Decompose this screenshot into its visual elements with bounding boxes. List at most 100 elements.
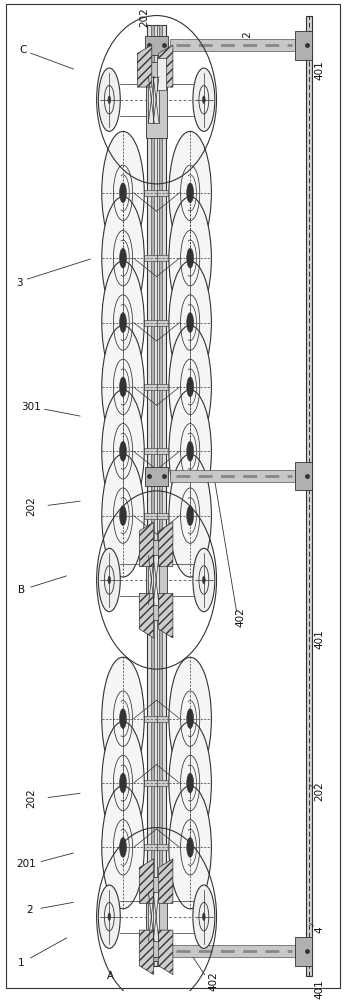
Bar (105, 384, 208, 390)
Bar (157, 58, 166, 90)
Circle shape (102, 261, 144, 384)
Circle shape (193, 885, 215, 948)
Circle shape (187, 773, 194, 793)
Bar (159, 25, 162, 966)
Bar (148, 555, 154, 605)
Polygon shape (139, 859, 154, 903)
Text: 3: 3 (16, 278, 23, 288)
Bar (105, 513, 208, 519)
Circle shape (193, 68, 215, 131)
Bar (105, 320, 208, 326)
Circle shape (98, 885, 120, 948)
Circle shape (120, 506, 127, 526)
Bar (295, 937, 312, 966)
Bar (146, 62, 167, 138)
Circle shape (169, 786, 212, 909)
Text: 202: 202 (26, 496, 36, 516)
Bar (170, 470, 295, 482)
Bar (306, 16, 312, 976)
Text: 202: 202 (314, 781, 324, 801)
Text: 4: 4 (314, 926, 324, 933)
Circle shape (187, 506, 194, 526)
Polygon shape (159, 859, 173, 903)
Text: 401: 401 (314, 979, 324, 999)
Circle shape (120, 183, 127, 203)
Circle shape (169, 722, 212, 844)
Circle shape (187, 313, 194, 332)
Text: 202: 202 (140, 8, 150, 27)
Circle shape (108, 96, 111, 104)
Circle shape (169, 197, 212, 320)
Text: 202: 202 (26, 788, 36, 808)
Circle shape (102, 390, 144, 513)
Circle shape (102, 657, 144, 780)
Bar (151, 25, 154, 966)
Circle shape (102, 786, 144, 909)
Circle shape (169, 261, 212, 384)
Circle shape (102, 722, 144, 844)
Circle shape (102, 131, 144, 254)
Bar (153, 77, 159, 123)
Circle shape (203, 913, 205, 921)
Circle shape (120, 377, 127, 397)
Circle shape (120, 773, 127, 793)
Polygon shape (159, 930, 173, 975)
Text: C: C (19, 45, 26, 55)
Text: B: B (18, 585, 25, 595)
Polygon shape (159, 593, 173, 638)
Bar (145, 36, 168, 55)
Circle shape (120, 248, 127, 268)
Circle shape (169, 131, 212, 254)
Bar (105, 780, 208, 786)
Bar (295, 31, 312, 60)
Bar (295, 462, 312, 490)
Bar (145, 942, 168, 961)
Bar (153, 555, 159, 605)
Polygon shape (159, 522, 173, 567)
Bar (147, 25, 166, 966)
Circle shape (169, 657, 212, 780)
Circle shape (108, 576, 111, 584)
Text: 401: 401 (314, 630, 324, 649)
Text: 402: 402 (208, 971, 218, 991)
Circle shape (102, 197, 144, 320)
Bar (153, 892, 159, 941)
Circle shape (203, 96, 205, 104)
Circle shape (169, 390, 212, 513)
Text: 402: 402 (243, 30, 252, 50)
Circle shape (203, 576, 205, 584)
Polygon shape (139, 930, 154, 975)
Text: 402: 402 (236, 607, 246, 627)
Circle shape (108, 913, 111, 921)
Bar (146, 540, 167, 620)
Circle shape (187, 183, 194, 203)
Polygon shape (137, 45, 152, 87)
Bar (146, 877, 167, 957)
Circle shape (98, 548, 120, 612)
Circle shape (169, 326, 212, 448)
Text: 1: 1 (18, 958, 24, 968)
Bar (105, 190, 208, 196)
Circle shape (120, 709, 127, 729)
Polygon shape (139, 593, 154, 638)
Bar (105, 255, 208, 261)
Bar (148, 892, 154, 941)
Bar (105, 844, 208, 850)
Circle shape (120, 313, 127, 332)
Bar (170, 945, 295, 957)
Text: 201: 201 (17, 859, 36, 869)
Bar (105, 448, 208, 454)
Circle shape (102, 326, 144, 448)
Bar (145, 467, 168, 486)
Text: 401: 401 (314, 60, 324, 80)
Text: A: A (107, 971, 114, 981)
Circle shape (120, 441, 127, 461)
Bar (105, 716, 208, 722)
Circle shape (187, 837, 194, 857)
Circle shape (187, 248, 194, 268)
Circle shape (169, 454, 212, 577)
Circle shape (187, 441, 194, 461)
Circle shape (193, 548, 215, 612)
Bar (170, 39, 295, 51)
Text: 301: 301 (22, 402, 41, 412)
